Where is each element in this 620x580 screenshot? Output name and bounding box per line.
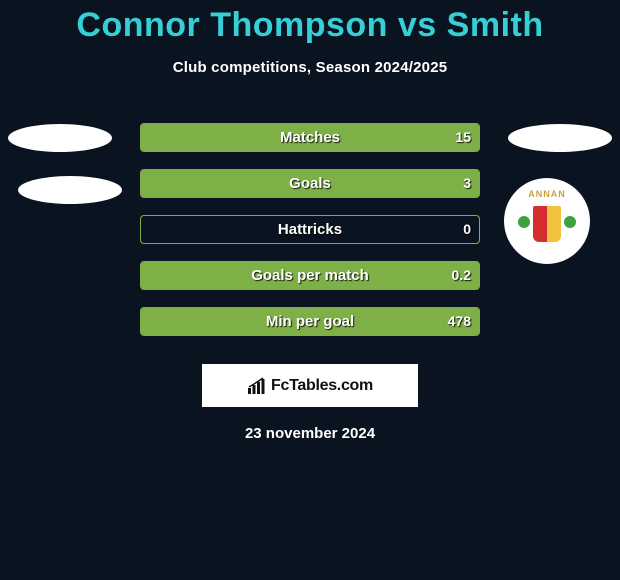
stat-bar: Goals per match 0.2 <box>140 261 480 290</box>
subtitle: Club competitions, Season 2024/2025 <box>0 59 620 76</box>
stat-label: Hattricks <box>278 221 342 238</box>
stat-row-mpg: Min per goal 478 <box>0 298 620 344</box>
stat-bar: Min per goal 478 <box>140 307 480 336</box>
bar-chart-icon <box>247 377 267 395</box>
stat-label: Min per goal <box>266 313 354 330</box>
stat-label: Goals <box>289 175 331 192</box>
stat-value-right: 3 <box>463 175 471 191</box>
stat-value-right: 0 <box>463 221 471 237</box>
footer-brand-text: FcTables.com <box>271 377 373 395</box>
stat-row-gpm: Goals per match 0.2 <box>0 252 620 298</box>
stat-value-right: 478 <box>448 313 471 329</box>
stat-bar: Hattricks 0 <box>140 215 480 244</box>
footer-brand-box: FcTables.com <box>202 364 418 407</box>
stat-label: Matches <box>280 129 340 146</box>
stat-bar: Goals 3 <box>140 169 480 198</box>
stat-row-goals: Goals 3 <box>0 160 620 206</box>
stat-value-right: 15 <box>455 129 471 145</box>
stat-value-right: 0.2 <box>452 267 471 283</box>
stats-comparison: Matches 15 Goals 3 Hattricks 0 Goals per… <box>0 114 620 344</box>
stat-row-matches: Matches 15 <box>0 114 620 160</box>
stat-row-hattricks: Hattricks 0 <box>0 206 620 252</box>
stat-label: Goals per match <box>251 267 369 284</box>
footer-date: 23 november 2024 <box>0 425 620 442</box>
page-title: Connor Thompson vs Smith <box>0 0 620 45</box>
stat-bar: Matches 15 <box>140 123 480 152</box>
